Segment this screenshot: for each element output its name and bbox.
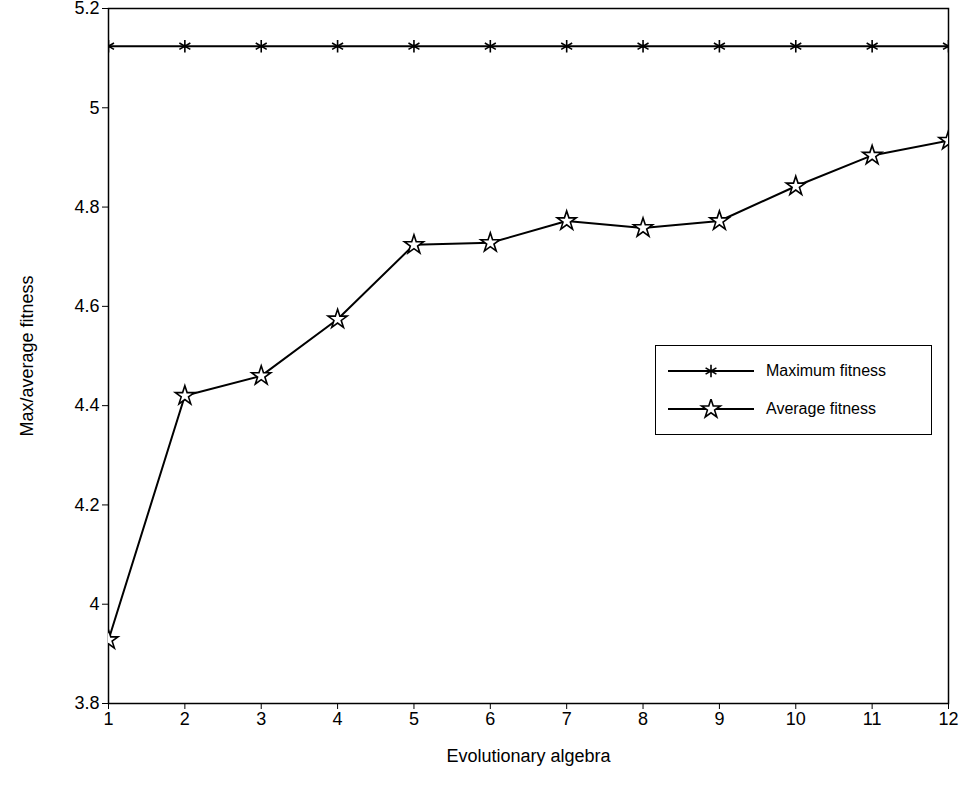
svg-text:4: 4	[89, 594, 99, 614]
svg-text:4.8: 4.8	[74, 197, 99, 217]
svg-text:Evolutionary algebra: Evolutionary algebra	[446, 746, 611, 766]
svg-text:2: 2	[180, 709, 190, 729]
svg-text:5.2: 5.2	[74, 0, 99, 18]
svg-text:5: 5	[409, 709, 419, 729]
svg-text:Max/average fitness: Max/average fitness	[17, 275, 37, 436]
html-text:Maximum fitness: Maximum fitness	[766, 362, 886, 379]
svg-text:8: 8	[638, 709, 648, 729]
svg-text:12: 12	[938, 709, 958, 729]
svg-text:7: 7	[562, 709, 572, 729]
svg-text:5: 5	[89, 98, 99, 118]
svg-text:1: 1	[103, 709, 113, 729]
svg-text:3: 3	[256, 709, 266, 729]
svg-text:11: 11	[863, 709, 882, 729]
svg-text:4.4: 4.4	[74, 395, 99, 415]
svg-text:9: 9	[714, 709, 724, 729]
svg-text:4.2: 4.2	[74, 495, 99, 515]
svg-text:4: 4	[333, 709, 343, 729]
svg-text:6: 6	[485, 709, 495, 729]
svg-text:3.8: 3.8	[74, 693, 99, 713]
svg-text:4.6: 4.6	[74, 296, 99, 316]
html-text:Average fitness: Average fitness	[766, 400, 876, 417]
svg-text:10: 10	[786, 709, 806, 729]
